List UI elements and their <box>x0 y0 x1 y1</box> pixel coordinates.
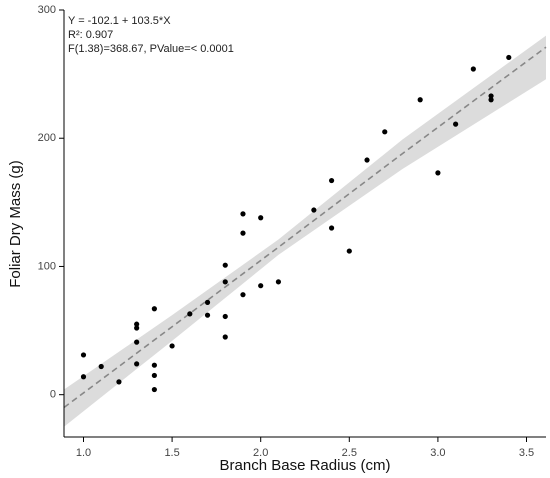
data-point <box>258 283 264 289</box>
x-axis-label: Branch Base Radius (cm) <box>220 457 391 474</box>
y-tick-label: 300 <box>38 4 56 16</box>
data-point <box>204 299 211 305</box>
data-point <box>222 313 228 320</box>
data-point <box>240 230 246 236</box>
data-point <box>311 207 317 213</box>
data-point <box>151 372 157 379</box>
x-tick-label: 3.0 <box>430 447 445 459</box>
data-point <box>151 306 157 312</box>
x-tick-label: 2.0 <box>253 447 268 459</box>
data-point <box>240 292 246 298</box>
data-point <box>240 211 246 217</box>
x-tick-label: 2.5 <box>342 447 357 459</box>
data-point <box>187 311 193 317</box>
data-point <box>364 157 370 163</box>
x-tick-label: 1.0 <box>76 447 91 459</box>
data-point <box>417 97 423 103</box>
data-point <box>151 386 157 393</box>
data-point <box>453 121 459 127</box>
y-axis-label: Foliar Dry Mass (g) <box>7 160 24 288</box>
data-point <box>116 379 122 385</box>
data-point <box>328 177 335 184</box>
data-point <box>204 312 211 318</box>
data-point <box>346 248 352 254</box>
y-tick-label: 200 <box>38 132 56 144</box>
confidence-band <box>64 35 546 427</box>
data-point <box>134 339 140 345</box>
data-point <box>98 363 104 370</box>
data-point <box>222 334 228 340</box>
data-point <box>382 129 388 135</box>
data-point <box>134 361 140 367</box>
data-point <box>134 321 140 327</box>
y-tick-label: 100 <box>38 260 56 272</box>
y-tick-label: 0 <box>50 389 56 401</box>
data-point <box>151 362 157 368</box>
data-point <box>222 279 228 285</box>
data-point <box>488 97 494 103</box>
data-point <box>258 215 264 221</box>
data-point <box>488 93 494 99</box>
data-point <box>470 66 476 72</box>
annotation: R²: 0.907 <box>68 29 113 41</box>
annotation: F(1.38)=368.67, PValue=< 0.0001 <box>68 43 234 55</box>
data-point <box>435 170 441 176</box>
data-point <box>506 54 512 61</box>
data-point <box>328 225 335 231</box>
data-point <box>80 374 87 380</box>
data-point <box>275 279 282 285</box>
data-point <box>222 262 228 268</box>
data-point <box>80 352 87 358</box>
x-tick-label: 3.5 <box>519 447 534 459</box>
regression-line <box>63 46 547 409</box>
annotation: Y = -102.1 + 103.5*X <box>68 15 171 27</box>
data-point <box>134 325 140 331</box>
x-tick-label: 1.5 <box>164 447 179 459</box>
data-point <box>169 343 175 349</box>
